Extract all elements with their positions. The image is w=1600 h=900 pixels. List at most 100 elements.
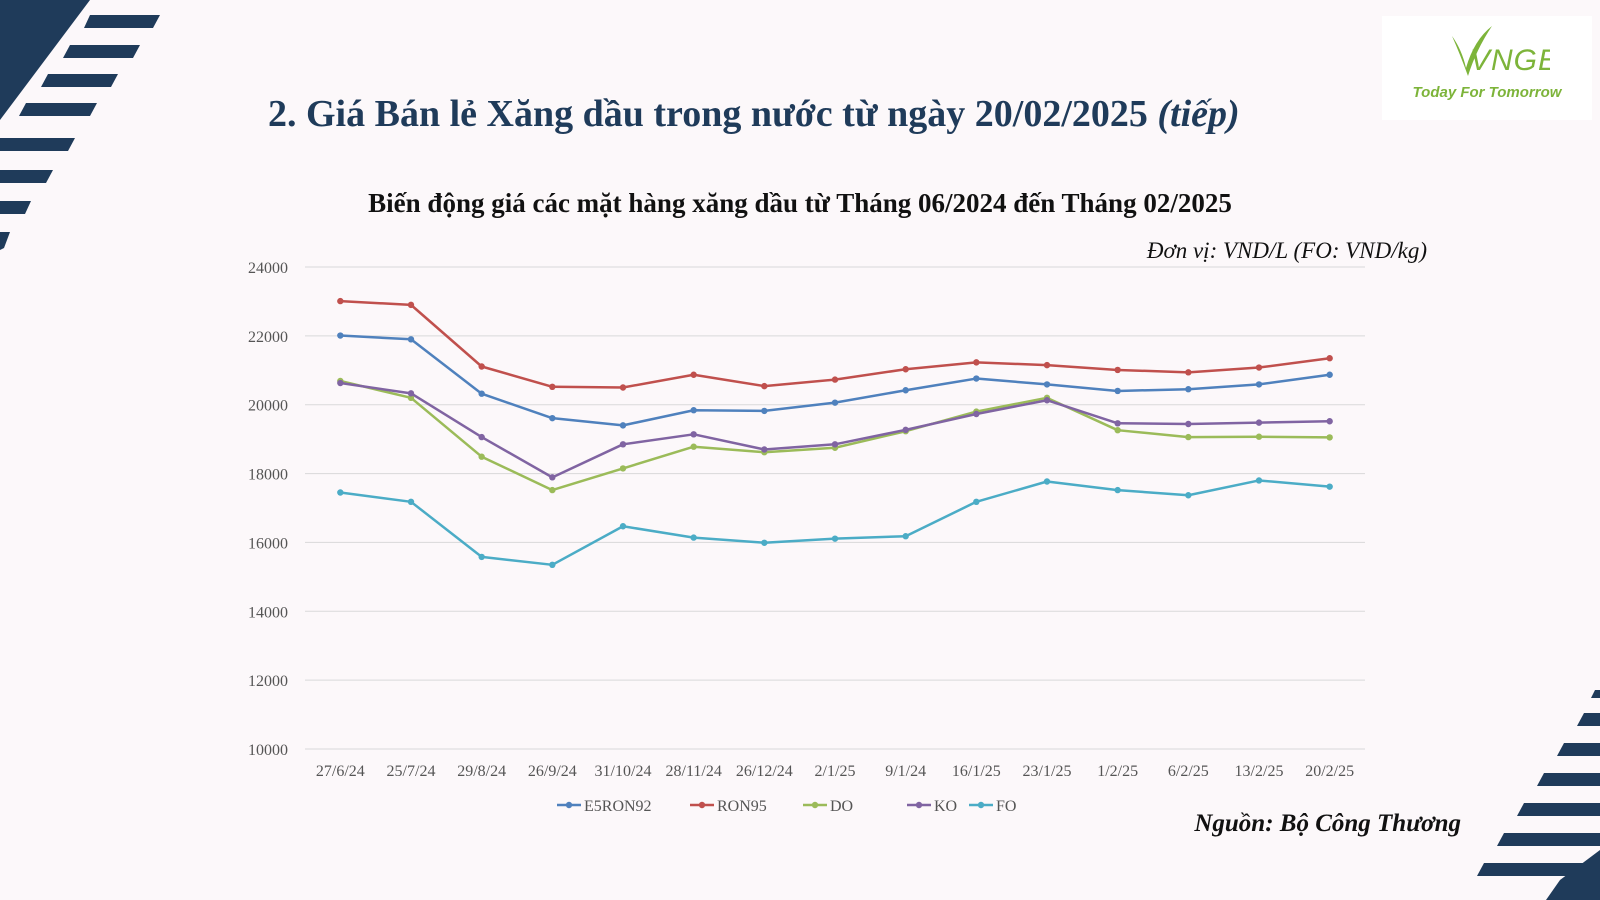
data-point-ko xyxy=(831,441,839,448)
data-point-e5ron92 xyxy=(761,407,768,415)
data-point-ko xyxy=(619,441,627,448)
x-tick-label: 26/9/24 xyxy=(528,763,577,780)
data-point-e5ron92 xyxy=(902,387,909,394)
data-point-do xyxy=(407,394,415,402)
unit-note: Đơn vị: VND/L (FO: VND/kg) xyxy=(1146,238,1427,263)
data-point-ron95 xyxy=(478,363,485,370)
data-point-ron95 xyxy=(690,371,697,378)
data-point-fo xyxy=(1043,478,1051,485)
corner-stripes-top-left xyxy=(0,0,160,250)
data-point-fo xyxy=(1326,483,1333,490)
legend-marker-ron95 xyxy=(698,801,706,809)
x-tick-label: 6/2/25 xyxy=(1168,763,1209,780)
data-point-fo xyxy=(690,534,697,541)
y-tick-label: 12000 xyxy=(248,673,288,690)
data-point-ron95 xyxy=(761,382,768,390)
y-tick-label: 20000 xyxy=(248,398,288,415)
legend-label-ko: KO xyxy=(934,798,957,815)
data-point-ron95 xyxy=(407,301,415,309)
data-point-ron95 xyxy=(1326,355,1333,362)
data-point-ko xyxy=(1255,419,1263,426)
x-tick-label: 9/1/24 xyxy=(885,763,926,780)
corner-stripes-bottom-right xyxy=(1477,690,1600,900)
data-point-fo xyxy=(973,498,980,506)
legend-label-e5ron92: E5RON92 xyxy=(584,798,652,815)
data-point-e5ron92 xyxy=(1043,381,1051,388)
x-tick-label: 26/12/24 xyxy=(736,763,793,780)
source-note: Nguồn: Bộ Công Thương xyxy=(1194,810,1461,837)
data-point-ko xyxy=(690,431,697,438)
page-title-suffix: (tiếp) xyxy=(1157,93,1240,135)
legend-label-ron95: RON95 xyxy=(717,798,767,815)
data-point-do xyxy=(478,453,485,460)
data-point-e5ron92 xyxy=(1255,381,1263,388)
data-point-ko xyxy=(478,433,485,441)
data-point-do xyxy=(549,486,556,494)
data-point-e5ron92 xyxy=(690,407,697,414)
y-tick-label: 22000 xyxy=(248,329,288,346)
x-tick-label: 16/1/25 xyxy=(952,763,1001,780)
data-point-fo xyxy=(619,523,627,530)
data-point-ron95 xyxy=(973,359,980,366)
x-tick-label: 25/7/24 xyxy=(387,763,436,780)
data-point-ko xyxy=(973,410,980,418)
data-point-ko xyxy=(337,379,344,387)
y-tick-label: 16000 xyxy=(248,535,288,552)
data-point-e5ron92 xyxy=(407,336,415,343)
series-line-ron95 xyxy=(340,299,1330,389)
x-tick-label: 2/1/25 xyxy=(815,763,856,780)
page-title: 2. Giá Bán lẻ Xăng dầu trong nước từ ngà… xyxy=(268,92,1240,136)
vnge-logo-wordmark: VNGE xyxy=(1470,44,1550,77)
series-line-fo xyxy=(340,479,1330,567)
x-tick-label: 31/10/24 xyxy=(595,763,652,780)
data-point-ron95 xyxy=(1255,364,1263,371)
vnge-logo: VNGE Today For Tomorrow xyxy=(1382,16,1592,120)
data-point-fo xyxy=(1114,486,1121,494)
data-point-fo xyxy=(1255,477,1263,484)
vnge-logo-tagline: Today For Tomorrow xyxy=(1412,84,1562,101)
data-point-e5ron92 xyxy=(619,422,627,429)
data-point-ko xyxy=(1043,397,1051,404)
x-tick-label: 29/8/24 xyxy=(457,763,506,780)
legend-label-fo: FO xyxy=(996,798,1016,815)
x-tick-label: 28/11/24 xyxy=(666,763,722,780)
y-tick-label: 14000 xyxy=(248,604,288,621)
data-point-fo xyxy=(478,553,485,561)
data-point-do xyxy=(1114,426,1121,434)
data-point-fo xyxy=(407,498,415,506)
y-tick-label: 10000 xyxy=(248,742,288,759)
y-tick-label: 18000 xyxy=(248,467,288,484)
data-point-e5ron92 xyxy=(1326,371,1333,378)
data-point-ko xyxy=(1185,420,1192,428)
data-point-ron95 xyxy=(1185,369,1192,376)
data-point-ko xyxy=(549,474,556,481)
data-point-e5ron92 xyxy=(1114,387,1121,395)
data-point-ron95 xyxy=(1114,366,1121,374)
x-tick-label: 27/6/24 xyxy=(316,763,365,780)
data-point-ko xyxy=(761,446,768,453)
data-point-ko xyxy=(407,390,415,397)
chart-title: Biến động giá các mặt hàng xăng dầu từ T… xyxy=(368,188,1232,218)
data-point-e5ron92 xyxy=(337,332,344,339)
data-point-e5ron92 xyxy=(831,399,839,406)
data-point-e5ron92 xyxy=(1185,386,1192,393)
data-point-ron95 xyxy=(831,376,839,383)
legend-marker-do xyxy=(811,801,819,809)
legend-marker-ko xyxy=(915,801,923,809)
data-point-do xyxy=(1326,434,1333,441)
data-point-e5ron92 xyxy=(549,414,556,422)
x-tick-label: 1/2/25 xyxy=(1097,763,1138,780)
data-point-ko xyxy=(902,426,909,434)
data-point-ron95 xyxy=(549,383,556,391)
data-point-fo xyxy=(761,539,768,546)
data-point-fo xyxy=(1185,492,1192,499)
data-point-fo xyxy=(337,489,344,496)
data-point-ron95 xyxy=(619,384,627,391)
data-point-ron95 xyxy=(1043,361,1051,369)
data-point-fo xyxy=(831,535,839,542)
x-tick-label: 13/2/25 xyxy=(1235,763,1284,780)
legend-marker-fo xyxy=(977,801,985,809)
x-tick-label: 20/2/25 xyxy=(1305,763,1354,780)
data-point-fo xyxy=(902,533,909,540)
